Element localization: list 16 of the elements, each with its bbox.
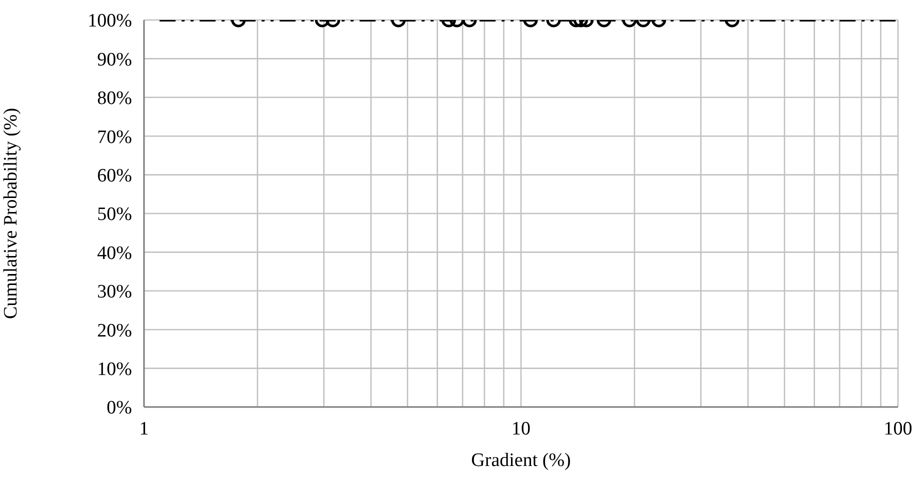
y-tick-label: 10% — [97, 359, 132, 380]
y-tick-label: 0% — [106, 398, 132, 419]
y-tick-label: 50% — [97, 204, 132, 226]
y-tick-label: 80% — [97, 88, 132, 110]
y-tick-label: 70% — [97, 126, 132, 148]
y-tick-label: 60% — [97, 166, 132, 187]
y-tick-label: 20% — [97, 320, 132, 342]
y-tick-label: 90% — [97, 49, 132, 70]
y-tick-label: 40% — [97, 242, 132, 264]
x-tick-label: 10 — [512, 418, 530, 440]
x-axis-title: Gradient (%) — [471, 450, 571, 471]
y-tick-label: 100% — [88, 10, 132, 32]
x-tick-label: 100 — [884, 418, 912, 440]
y-axis-title: Cumulative Probability (%) — [0, 108, 22, 320]
x-tick-label: 1 — [139, 418, 149, 440]
y-tick-label: 30% — [97, 282, 132, 303]
